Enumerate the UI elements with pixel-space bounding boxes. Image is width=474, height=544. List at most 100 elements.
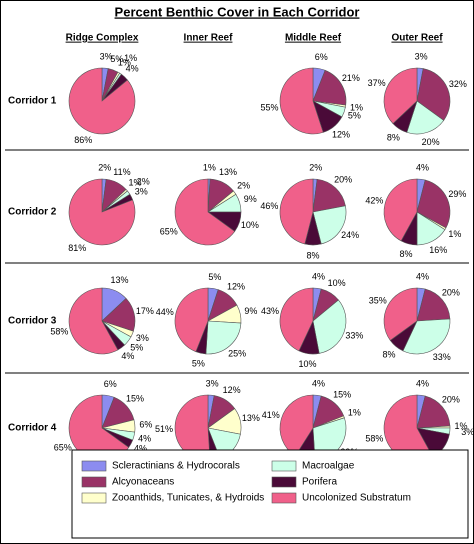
value-label: 1% <box>350 102 363 112</box>
value-label: 21% <box>342 73 360 83</box>
value-label: 6% <box>104 379 117 389</box>
legend-label: Alcyonaceans <box>112 477 174 488</box>
legend-label: Scleractinians & Hydrocorals <box>112 461 240 472</box>
legend-box <box>71 449 469 539</box>
legend-label: Uncolonized Substratum <box>302 493 411 504</box>
value-label: 12% <box>223 385 241 395</box>
legend-swatch <box>81 460 107 472</box>
value-label: 1% <box>124 53 137 63</box>
value-label: 33% <box>433 352 451 362</box>
value-label: 65% <box>54 442 72 452</box>
pie-slice <box>416 288 451 322</box>
pie-slice <box>416 179 451 229</box>
value-label: 20% <box>442 287 460 297</box>
column-header: Middle Reef <box>285 33 342 44</box>
value-label: 1% <box>203 162 216 172</box>
value-label: 5% <box>348 110 361 120</box>
value-label: 5% <box>192 358 205 368</box>
value-label: 24% <box>341 230 359 240</box>
value-label: 86% <box>74 135 92 145</box>
pie-slice <box>279 178 314 245</box>
pie-slice <box>402 318 451 355</box>
value-label: 55% <box>261 102 279 112</box>
value-label: 2% <box>309 162 322 172</box>
value-label: 1% <box>454 421 467 431</box>
value-label: 3% <box>136 333 149 343</box>
value-label: 58% <box>50 326 68 336</box>
value-label: 15% <box>126 393 144 403</box>
pie-slice <box>383 287 418 341</box>
value-label: 9% <box>244 194 257 204</box>
value-label: 2% <box>137 176 150 186</box>
column-header: Outer Reef <box>391 33 443 44</box>
column-header: Inner Reef <box>184 33 234 44</box>
value-label: 1% <box>348 407 361 417</box>
value-label: 46% <box>260 201 278 211</box>
pie-slice <box>279 287 314 352</box>
legend-label: Zooanthids, Tunicates, & Hydroids <box>112 493 264 504</box>
value-label: 4% <box>126 63 139 73</box>
pie-slice <box>312 69 347 106</box>
value-label: 8% <box>387 133 400 143</box>
value-label: 6% <box>315 52 328 62</box>
value-label: 12% <box>227 281 245 291</box>
value-label: 13% <box>242 413 260 423</box>
value-label: 65% <box>160 226 178 236</box>
legend-swatch <box>81 492 107 504</box>
value-label: 4% <box>416 163 429 173</box>
value-label: 3% <box>135 186 148 196</box>
pie-slice <box>279 67 324 135</box>
value-label: 2% <box>237 181 250 191</box>
row-label: Corridor 3 <box>8 316 57 327</box>
value-label: 5% <box>130 342 143 352</box>
pie-slice <box>68 287 119 355</box>
pie-slice <box>68 67 136 135</box>
pie-slice <box>312 178 346 213</box>
row-label: Corridor 2 <box>8 207 57 218</box>
value-label: 29% <box>448 189 466 199</box>
pie-slice <box>205 320 242 355</box>
value-label: 12% <box>332 129 350 139</box>
value-label: 8% <box>382 349 395 359</box>
value-label: 25% <box>228 348 246 358</box>
value-label: 20% <box>334 174 352 184</box>
value-label: 4% <box>121 351 134 361</box>
pie-slice <box>383 67 418 125</box>
pie-slice <box>312 205 347 245</box>
value-label: 44% <box>156 307 174 317</box>
legend-swatch <box>271 492 297 504</box>
value-label: 1% <box>448 229 461 239</box>
value-label: 32% <box>449 79 467 89</box>
value-label: 5% <box>110 54 123 64</box>
value-label: 1% <box>118 58 131 68</box>
value-label: 4% <box>134 444 147 454</box>
legend-swatch <box>81 476 107 488</box>
value-label: 8% <box>306 250 319 260</box>
legend-label: Macroalgae <box>302 461 355 472</box>
value-label: 3% <box>206 379 219 389</box>
value-label: 5% <box>208 272 221 282</box>
value-label: 1% <box>128 177 141 187</box>
value-label: 20% <box>442 394 460 404</box>
value-label: 2% <box>98 162 111 172</box>
value-label: 11% <box>113 167 130 177</box>
value-label: 4% <box>312 272 325 282</box>
pie-slice <box>174 287 209 353</box>
value-label: 37% <box>368 78 386 88</box>
value-label: 8% <box>400 249 413 259</box>
value-label: 81% <box>68 243 86 253</box>
value-label: 10% <box>241 220 259 230</box>
pie-slice <box>416 68 451 121</box>
value-label: 15% <box>333 389 351 399</box>
legend-swatch <box>271 476 297 488</box>
value-label: 17% <box>136 306 154 316</box>
value-label: 4% <box>312 379 325 389</box>
row-label: Corridor 4 <box>8 423 57 434</box>
value-label: 4% <box>416 379 429 389</box>
value-label: 51% <box>155 424 173 434</box>
value-label: 4% <box>416 272 429 282</box>
value-label: 42% <box>365 195 383 205</box>
pie-slice <box>406 100 445 135</box>
value-label: 43% <box>261 306 279 316</box>
